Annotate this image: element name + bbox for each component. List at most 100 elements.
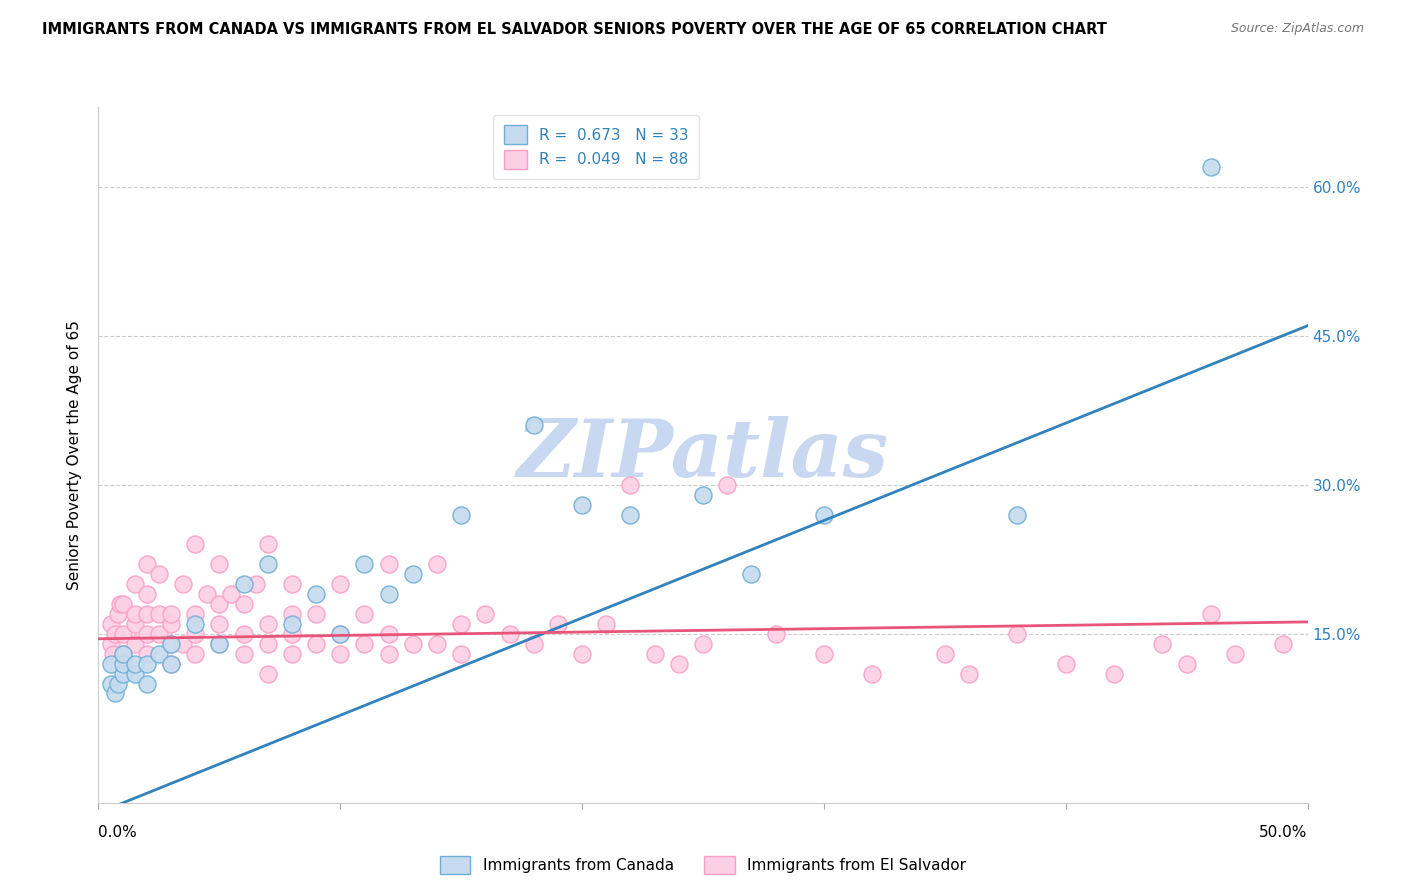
Point (111, 647, 134, 661)
Point (232, 597, 254, 611)
Point (208, 616, 231, 631)
Point (135, 676, 157, 690)
Point (111, 597, 134, 611)
Text: IMMIGRANTS FROM CANADA VS IMMIGRANTS FROM EL SALVADOR SENIORS POVERTY OVER THE A: IMMIGRANTS FROM CANADA VS IMMIGRANTS FRO… (42, 22, 1107, 37)
Point (107, 676, 129, 690)
Point (111, 666, 134, 681)
Point (100, 637, 122, 651)
Point (104, 686, 127, 700)
Point (1175, 657, 1198, 671)
Point (377, 558, 399, 572)
Point (208, 637, 231, 651)
Point (148, 627, 170, 641)
Point (523, 637, 546, 651)
Point (1152, 637, 1174, 651)
Point (160, 637, 183, 651)
Point (124, 657, 146, 671)
Point (256, 616, 278, 631)
Point (957, 666, 980, 681)
Point (160, 637, 183, 651)
Point (135, 558, 157, 572)
Point (124, 666, 146, 681)
Point (571, 498, 593, 512)
Point (305, 587, 328, 601)
Point (100, 676, 122, 690)
Point (450, 616, 472, 631)
Point (148, 567, 170, 582)
Point (101, 647, 124, 661)
Point (1007, 508, 1029, 522)
Point (329, 627, 352, 641)
Point (208, 637, 231, 651)
Y-axis label: Seniors Poverty Over the Age of 65: Seniors Poverty Over the Age of 65 (67, 320, 83, 590)
Point (148, 607, 170, 621)
Point (160, 657, 183, 671)
Point (692, 637, 714, 651)
Legend: Immigrants from Canada, Immigrants from El Salvador: Immigrants from Canada, Immigrants from … (434, 850, 972, 880)
Point (232, 577, 254, 591)
Point (135, 647, 157, 661)
Point (571, 647, 593, 661)
Point (208, 597, 231, 611)
Point (184, 607, 207, 621)
Point (426, 558, 449, 572)
Point (245, 577, 267, 591)
Point (450, 647, 472, 661)
Point (353, 558, 375, 572)
Text: 0.0%: 0.0% (98, 825, 138, 840)
Point (124, 616, 146, 631)
Point (281, 627, 304, 641)
Point (619, 477, 641, 491)
Point (305, 607, 328, 621)
Point (692, 488, 714, 502)
Point (353, 637, 375, 651)
Point (107, 607, 129, 621)
Point (329, 577, 352, 591)
Point (111, 647, 134, 661)
Point (281, 607, 304, 621)
Point (195, 587, 218, 601)
Point (135, 657, 157, 671)
Point (740, 567, 762, 582)
Point (172, 637, 194, 651)
Point (547, 616, 569, 631)
Point (1054, 657, 1077, 671)
Point (668, 657, 690, 671)
Point (765, 627, 787, 641)
Point (474, 607, 496, 621)
Point (281, 577, 304, 591)
Point (184, 537, 207, 551)
Point (172, 577, 194, 591)
Point (160, 616, 183, 631)
Point (124, 607, 146, 621)
Point (148, 647, 170, 661)
Point (108, 597, 131, 611)
Point (329, 627, 352, 641)
Point (281, 647, 304, 661)
Point (135, 607, 157, 621)
Point (1102, 666, 1125, 681)
Point (208, 558, 231, 572)
Point (160, 657, 183, 671)
Point (402, 567, 425, 582)
Point (232, 627, 254, 641)
Point (221, 587, 243, 601)
Point (523, 418, 546, 433)
Point (377, 587, 399, 601)
Point (716, 477, 738, 491)
Point (111, 657, 134, 671)
Point (281, 616, 304, 631)
Point (353, 607, 375, 621)
Legend: R =  0.673   N = 33, R =  0.049   N = 88: R = 0.673 N = 33, R = 0.049 N = 88 (494, 115, 699, 179)
Point (1199, 607, 1222, 621)
Text: ZIPatlas: ZIPatlas (517, 417, 889, 493)
Point (1007, 627, 1029, 641)
Point (100, 616, 122, 631)
Point (256, 666, 278, 681)
Point (619, 508, 641, 522)
Point (329, 647, 352, 661)
Point (426, 637, 449, 651)
Point (305, 637, 328, 651)
Point (1223, 647, 1246, 661)
Point (644, 647, 666, 661)
